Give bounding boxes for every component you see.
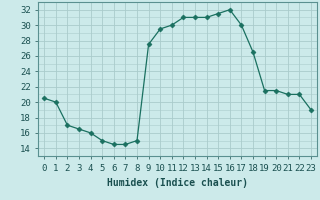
X-axis label: Humidex (Indice chaleur): Humidex (Indice chaleur) — [107, 178, 248, 188]
